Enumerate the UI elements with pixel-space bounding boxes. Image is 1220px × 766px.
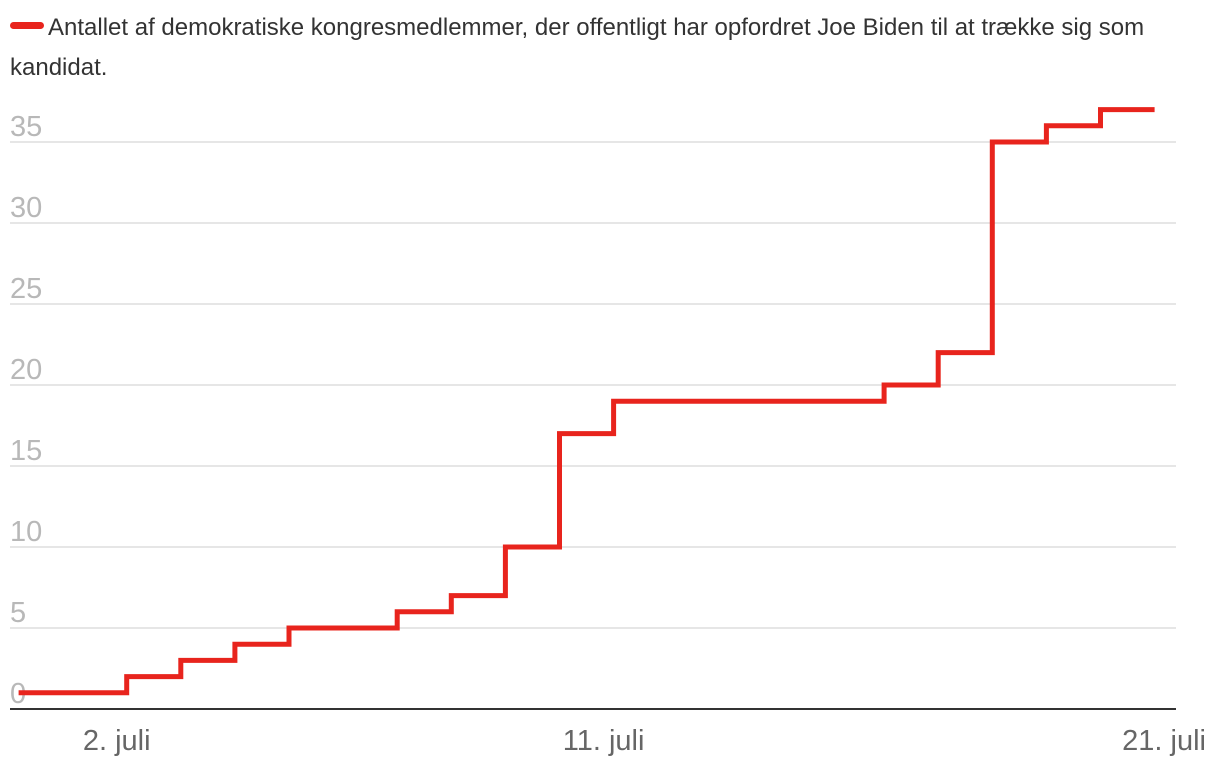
legend-label: Antallet af demokratiske kongresmedlemme… bbox=[10, 14, 1145, 81]
y-tick-label: 30 bbox=[10, 192, 42, 224]
gridlines bbox=[10, 141, 1176, 629]
x-tick-label: 11. juli bbox=[563, 725, 645, 757]
y-tick-label: 20 bbox=[10, 354, 42, 386]
x-axis-ticks: 2. juli 11. juli 21. juli bbox=[83, 725, 1206, 757]
x-tick-label: 2. juli bbox=[83, 725, 151, 757]
series-line bbox=[18, 107, 1155, 696]
y-tick-label: 5 bbox=[10, 597, 26, 629]
series-layer bbox=[18, 107, 1155, 696]
y-axis-ticks: 0 5 10 15 20 25 30 35 bbox=[10, 111, 42, 710]
y-tick-label: 15 bbox=[10, 435, 42, 467]
y-tick-label: 10 bbox=[10, 516, 42, 548]
y-tick-label: 25 bbox=[10, 273, 42, 305]
x-tick-label: 21. juli bbox=[1122, 725, 1206, 757]
y-tick-label: 35 bbox=[10, 111, 42, 143]
legend: Antallet af demokratiske kongresmedlemme… bbox=[10, 8, 1190, 88]
legend-swatch bbox=[10, 22, 44, 30]
y-tick-label: 0 bbox=[10, 678, 26, 710]
